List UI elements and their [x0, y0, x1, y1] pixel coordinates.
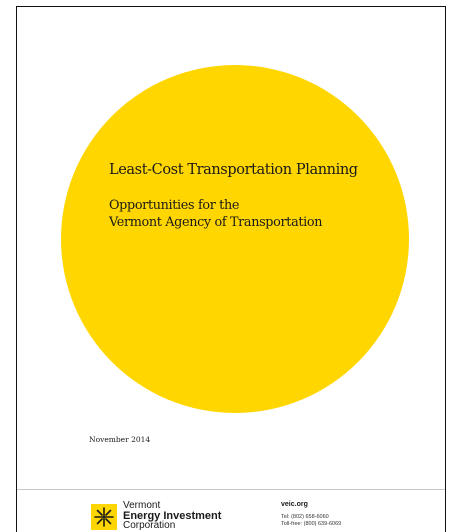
report-title: Least-Cost Transportation Planning	[109, 162, 358, 178]
telephone-number: Tel: (802) 658-6060	[281, 514, 329, 520]
subtitle-line-2: Vermont Agency of Transportation	[109, 215, 323, 230]
org-name-line-1: Vermont	[123, 500, 161, 511]
report-date: November 2014	[89, 435, 151, 444]
tollfree-number: Toll-free: (800) 639-6069	[281, 520, 342, 527]
yellow-circle-graphic	[61, 65, 409, 413]
footer-divider	[17, 489, 445, 490]
report-subtitle: Opportunities for the Vermont Agency of …	[109, 197, 322, 231]
subtitle-line-1: Opportunities for the	[109, 198, 240, 213]
website-link[interactable]: veic.org	[281, 501, 308, 508]
organization-name: Vermont Energy Investment Corporation	[123, 501, 221, 531]
veic-star-logo-icon	[91, 504, 117, 530]
org-name-line-3: Corporation	[123, 520, 176, 531]
org-name-line-2: Energy Investment	[123, 510, 222, 522]
report-cover-page: Least-Cost Transportation Planning Oppor…	[16, 6, 446, 532]
contact-info: veic.org Tel: (802) 658-6060 Toll-free: …	[281, 501, 341, 527]
